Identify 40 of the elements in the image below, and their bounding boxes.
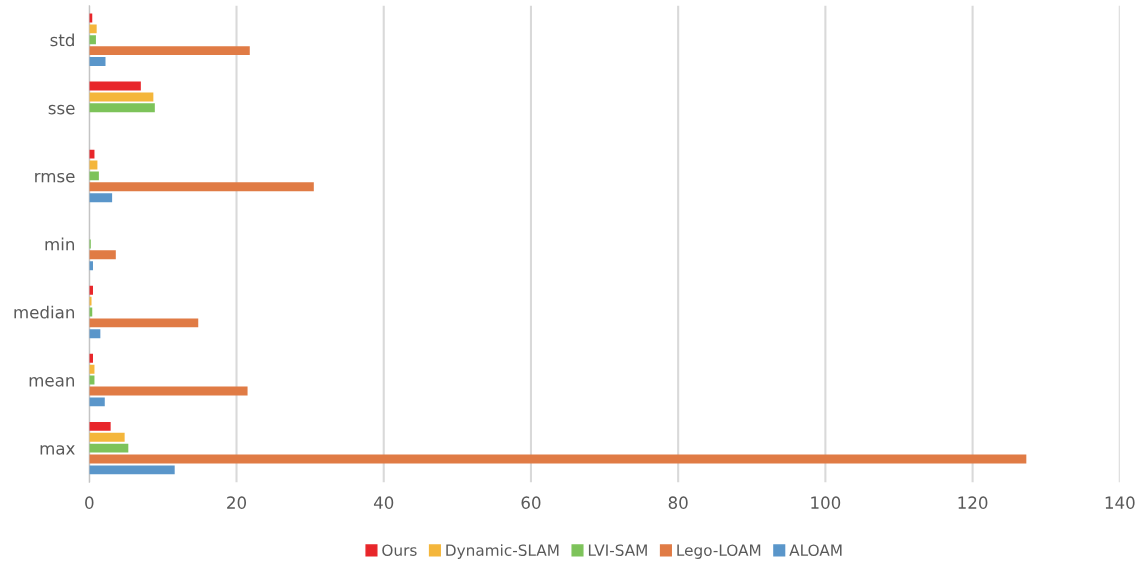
- bar: [89, 46, 250, 56]
- y-tick-label: rmse: [35, 172, 75, 183]
- y-tick-label: sse: [48, 104, 75, 115]
- bar: [89, 318, 199, 328]
- bar: [89, 432, 125, 442]
- y-tick-label: mean: [29, 377, 75, 387]
- x-tick-label: 40: [373, 496, 394, 509]
- x-tick-label: 0: [85, 496, 94, 509]
- x-tick-label: 80: [668, 496, 688, 509]
- legend-label: LVI-SAM: [588, 544, 647, 556]
- y-tick-label: std: [50, 33, 74, 47]
- bar: [89, 92, 154, 102]
- y-tick-label: max: [40, 445, 75, 455]
- bar: [89, 250, 116, 260]
- x-tick-label: 60: [521, 496, 541, 509]
- bar: [89, 103, 155, 113]
- x-tick-label: 20: [227, 496, 247, 509]
- y-tick-label: min: [45, 237, 75, 251]
- x-tick-label: 100: [811, 496, 841, 509]
- bar: [89, 81, 141, 91]
- x-tick-label: 120: [958, 496, 988, 509]
- bar: [89, 296, 92, 306]
- bar: [89, 57, 106, 67]
- bar: [89, 182, 314, 192]
- x-tick-label: 140: [1105, 496, 1135, 509]
- bar: [89, 397, 105, 407]
- bar: [89, 329, 101, 339]
- legend-label: ALOAM: [789, 544, 842, 556]
- bar: [89, 465, 175, 475]
- bar: [89, 24, 97, 34]
- legend-label: Lego-LOAM: [677, 544, 761, 559]
- legend-label: Dynamic-SLAM: [446, 544, 559, 559]
- bar: [89, 171, 99, 181]
- bar: [89, 386, 248, 396]
- y-tick-label: median: [14, 305, 75, 319]
- bar: [89, 421, 111, 431]
- bar: [89, 35, 96, 45]
- bar: [89, 443, 129, 453]
- bar: [89, 193, 113, 203]
- legend-label: Ours: [382, 544, 417, 556]
